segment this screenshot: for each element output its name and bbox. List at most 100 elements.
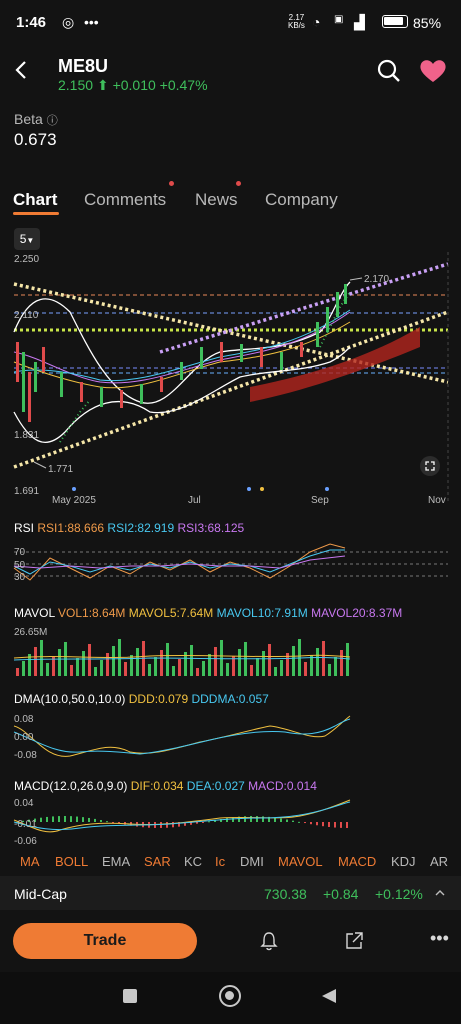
macd-bar	[280, 818, 282, 822]
mavol-header: MAVOL VOL1:8.64M MAVOL5:7.64M MAVOL10:7.…	[14, 606, 403, 620]
back-nav-icon[interactable]	[320, 987, 338, 1005]
indicator-tab-ma[interactable]: MA	[20, 854, 40, 869]
search-icon	[377, 59, 400, 82]
event-dot[interactable]	[325, 487, 329, 491]
macd-bar	[220, 819, 222, 822]
macd-bar	[214, 820, 216, 822]
event-dot[interactable]	[72, 487, 76, 491]
macd-chart[interactable]: 0.04 -0.01 -0.06	[0, 796, 461, 848]
x-tick: Sep	[311, 495, 329, 506]
indicator-tab-ema[interactable]: EMA	[102, 854, 131, 869]
beta-value: 0.673	[14, 130, 57, 149]
indicator-tab-ic[interactable]: Ic	[215, 854, 226, 869]
interval-selector[interactable]: 5▼	[14, 228, 40, 250]
macd-bar	[106, 821, 108, 823]
home-icon[interactable]	[219, 985, 241, 1007]
volume-bar	[136, 648, 139, 676]
rsi-tick: 70	[14, 547, 26, 558]
y-tick: 2.250	[14, 254, 39, 265]
macd-bar	[82, 817, 84, 822]
macd-bar	[172, 822, 174, 828]
chevron-left-icon	[15, 61, 26, 79]
indicator-tab-ar[interactable]: AR	[430, 854, 449, 869]
index-bar[interactable]: Mid-Cap 730.38 +0.84 +0.12%	[0, 876, 461, 910]
volume-bar	[232, 656, 235, 676]
x-tick: May 2025	[52, 495, 96, 506]
index-change-pct: +0.12%	[375, 886, 423, 902]
high-label: 2.170	[364, 274, 389, 285]
volume-bar	[178, 659, 181, 676]
favorite-button[interactable]	[418, 58, 448, 84]
indicator-tab-dmi[interactable]: DMI	[240, 854, 264, 869]
system-nav-bar	[0, 972, 461, 1024]
indicator-tab-kdj[interactable]: KDJ	[391, 854, 416, 869]
info-icon[interactable]: ⓘ	[46, 115, 58, 127]
indicator-tab-boll[interactable]: BOLL	[55, 854, 89, 869]
volume-bar	[298, 639, 301, 676]
macd-bar	[292, 820, 294, 822]
volume-bar	[70, 665, 73, 676]
up-arrow-icon: ⬆	[96, 77, 109, 93]
comments-badge-dot	[169, 181, 174, 186]
event-dot[interactable]	[260, 487, 264, 491]
macd-bar	[328, 822, 330, 827]
back-button[interactable]	[10, 58, 34, 82]
chevron-up-icon[interactable]	[434, 887, 446, 899]
tab-company[interactable]: Company	[265, 190, 338, 209]
recents-icon[interactable]	[123, 989, 137, 1003]
indicator-tab-mavol[interactable]: MAVOL	[278, 854, 323, 869]
more-notifications-icon: •••	[84, 14, 99, 30]
indicator-tab-sar[interactable]: SAR	[144, 854, 171, 869]
indicator-tab-kc[interactable]: KC	[184, 854, 203, 869]
volume-bar	[16, 668, 19, 676]
more-button[interactable]: •••	[430, 928, 449, 949]
fullscreen-button[interactable]	[420, 456, 440, 476]
signal-icon: ▟	[354, 14, 365, 30]
low-label: 1.771	[48, 464, 73, 475]
indicator-tab-macd[interactable]: MACD	[338, 854, 377, 869]
status-bar: 1:46 ◎ ••• 2.17 KB/s ◔ ▣ ▟ 85%	[0, 0, 461, 44]
macd-bar	[334, 822, 336, 828]
volume-chart[interactable]	[0, 624, 461, 678]
tab-chart[interactable]: Chart	[13, 190, 58, 209]
macd-bar	[346, 822, 348, 828]
macd-bar	[298, 821, 300, 823]
macd-bar	[112, 822, 114, 823]
price-chart[interactable]: 2.250 2.110 1.831 1.691 2.170 1.771	[0, 252, 461, 504]
price-alert-button[interactable]	[258, 930, 280, 952]
network-speed: 2.17 KB/s	[288, 13, 305, 30]
dma-tick: -0.08	[14, 750, 37, 761]
macd-bar	[46, 816, 48, 822]
macd-bar	[340, 822, 342, 828]
dma-tick: 0.00	[14, 732, 34, 743]
macd-bar	[34, 818, 36, 822]
rsi-chart[interactable]: 70 50 30	[0, 538, 461, 588]
index-change: +0.84	[323, 886, 359, 902]
search-button[interactable]	[376, 58, 402, 84]
candles	[16, 284, 347, 422]
macd-bar	[286, 819, 288, 822]
volume-bar	[328, 664, 331, 676]
volume-bar	[166, 643, 169, 676]
event-dot[interactable]	[247, 487, 251, 491]
volume-bar	[58, 649, 61, 676]
trade-button[interactable]: Trade	[13, 923, 197, 959]
volume-bar	[268, 644, 271, 676]
volume-bar	[106, 653, 109, 676]
volume-bar	[124, 662, 127, 676]
share-button[interactable]	[343, 930, 365, 952]
dma-chart[interactable]: 0.08 0.00 -0.08	[0, 710, 461, 768]
whatsapp-icon: ◎	[62, 14, 75, 30]
volume-bar	[286, 653, 289, 676]
volume-bar	[112, 646, 115, 676]
tab-news[interactable]: News	[195, 190, 238, 209]
stock-symbol: ME8U	[58, 56, 109, 76]
wifi-icon: ◔	[312, 14, 321, 30]
macd-header: MACD(12.0,26.0,9.0) DIF:0.034 DEA:0.027 …	[14, 779, 317, 793]
more-dots-icon: •••	[430, 928, 449, 948]
tab-comments[interactable]: Comments	[84, 190, 167, 209]
macd-tick: -0.06	[14, 836, 37, 847]
volume-bar	[76, 658, 79, 676]
y-tick: 2.110	[14, 310, 39, 321]
tab-underline	[13, 212, 59, 215]
